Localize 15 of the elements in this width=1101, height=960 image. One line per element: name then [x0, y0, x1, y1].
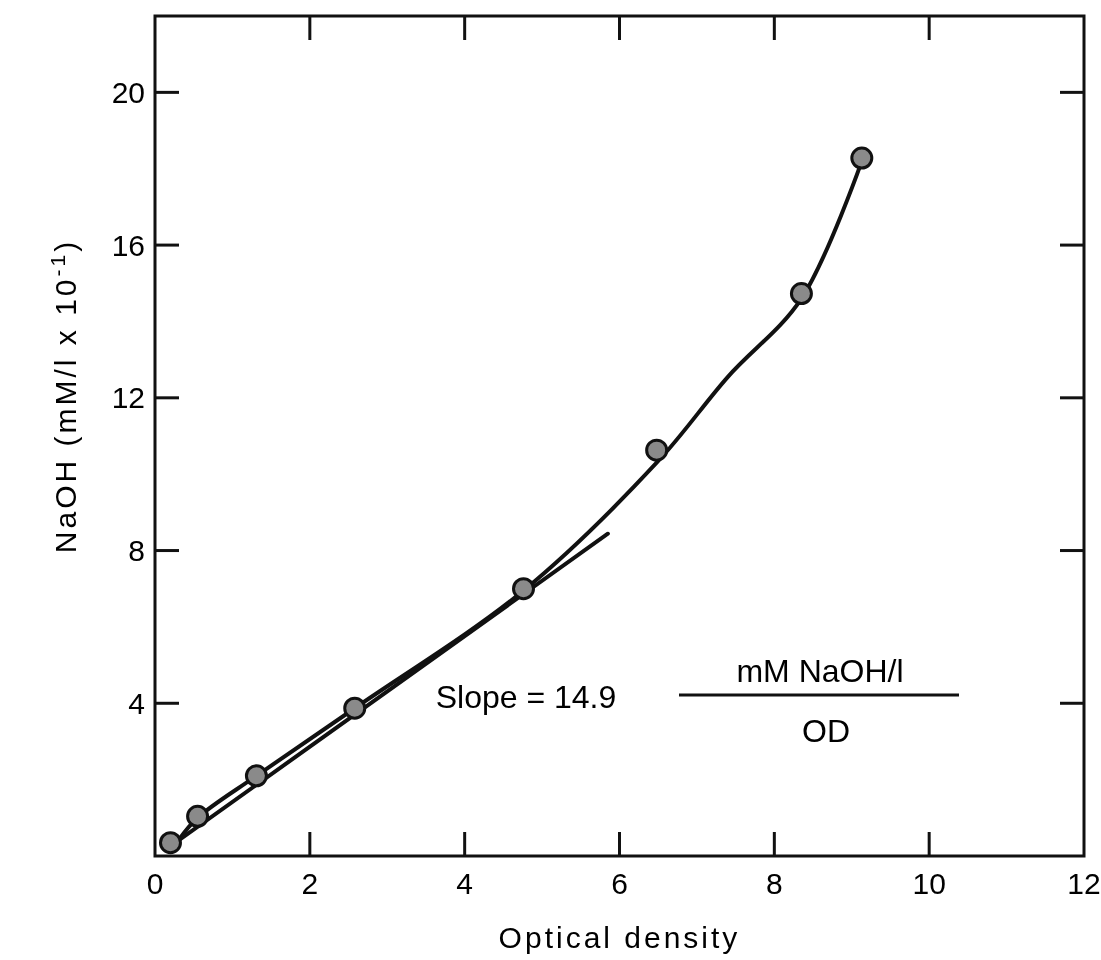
y-tick-label: 20 — [111, 75, 145, 109]
x-tick-label: 6 — [611, 867, 628, 900]
y-tick-label: 12 — [111, 381, 145, 415]
y-tick-label: 16 — [111, 228, 145, 262]
x-tick-label: 8 — [765, 867, 783, 900]
annotation: mM NaOH/l — [736, 653, 904, 689]
y-tick-label: 8 — [128, 534, 145, 568]
tick-mark: 0 — [146, 867, 164, 900]
x-tick-label: 2 — [301, 867, 319, 900]
x-tick-label: 10 — [912, 867, 946, 900]
annotation: OD — [802, 713, 850, 749]
x-axis-title: Optical density — [498, 921, 741, 954]
x-tick-label: 4 — [456, 867, 474, 900]
y-tick-label: 4 — [128, 686, 145, 720]
tick-mark: 12 — [1067, 867, 1101, 900]
